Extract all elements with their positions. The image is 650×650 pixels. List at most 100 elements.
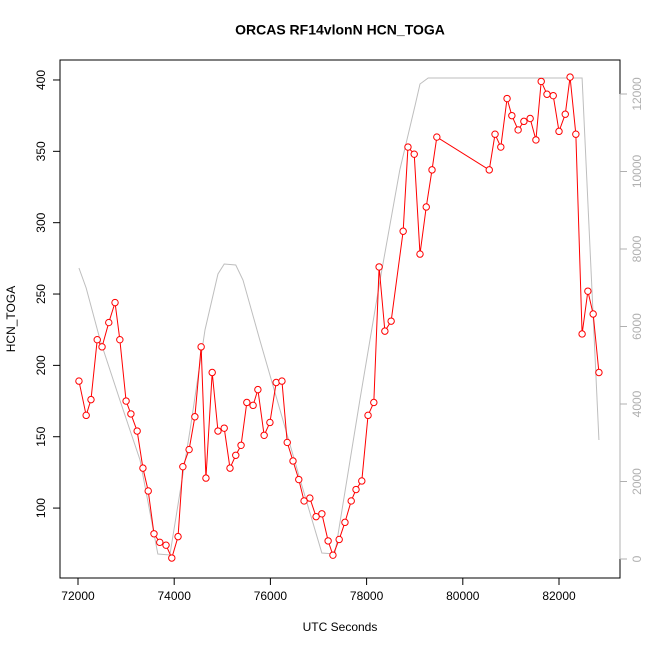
data-point bbox=[543, 90, 551, 98]
data-point bbox=[75, 377, 83, 385]
data-point bbox=[555, 127, 563, 136]
data-point bbox=[410, 150, 418, 158]
y-tick-label: 350 bbox=[34, 141, 48, 161]
data-point bbox=[260, 431, 268, 440]
data-point bbox=[197, 343, 205, 351]
y-axis-label: HCN_TOGA bbox=[4, 286, 18, 352]
x-tick-label: 78000 bbox=[350, 589, 384, 603]
data-line bbox=[78, 77, 600, 560]
data-point bbox=[116, 335, 124, 344]
data-point bbox=[295, 475, 303, 484]
data-point bbox=[520, 117, 528, 126]
data-point bbox=[185, 445, 193, 454]
data-point bbox=[150, 530, 158, 538]
data-point bbox=[202, 474, 210, 482]
data-point bbox=[416, 250, 424, 258]
x-tick-label: 72000 bbox=[61, 589, 95, 603]
data-point bbox=[306, 494, 314, 502]
y2-tick-label: 10000 bbox=[630, 154, 644, 188]
data-point bbox=[595, 368, 603, 377]
data-point bbox=[526, 114, 534, 123]
data-point bbox=[289, 457, 297, 465]
y-tick-label: 150 bbox=[34, 426, 48, 446]
data-point bbox=[144, 487, 152, 495]
data-point bbox=[278, 377, 286, 385]
data-point bbox=[561, 110, 569, 118]
data-point bbox=[514, 126, 522, 134]
data-point bbox=[549, 91, 557, 100]
data-point bbox=[87, 395, 95, 404]
data-point bbox=[370, 398, 378, 407]
x-tick-label: 76000 bbox=[254, 589, 288, 603]
data-point bbox=[220, 424, 228, 432]
data-point bbox=[508, 111, 516, 120]
data-point bbox=[191, 413, 199, 421]
data-point bbox=[179, 462, 187, 471]
y-tick-label: 300 bbox=[34, 212, 48, 232]
data-point bbox=[249, 401, 257, 410]
data-point bbox=[589, 310, 597, 318]
data-point bbox=[335, 535, 343, 544]
data-point bbox=[82, 411, 90, 420]
data-point bbox=[122, 397, 130, 405]
data-point bbox=[364, 411, 372, 420]
x-tick-label: 80000 bbox=[446, 589, 480, 603]
data-point bbox=[422, 203, 430, 211]
data-point bbox=[208, 368, 216, 377]
data-point bbox=[174, 532, 182, 541]
data-point bbox=[318, 510, 326, 518]
data-point bbox=[93, 335, 101, 344]
data-point bbox=[375, 263, 383, 271]
data-point bbox=[566, 73, 574, 81]
data-point bbox=[584, 287, 592, 295]
data-point bbox=[433, 133, 441, 141]
data-point bbox=[139, 464, 147, 472]
data-point bbox=[341, 518, 349, 527]
data-point bbox=[503, 94, 511, 103]
y-tick-label: 100 bbox=[34, 498, 48, 518]
y2-tick-label: 6000 bbox=[630, 313, 644, 340]
data-point bbox=[572, 130, 580, 138]
data-point bbox=[312, 512, 320, 521]
x-tick-label: 82000 bbox=[542, 589, 576, 603]
data-point bbox=[387, 317, 395, 325]
data-point bbox=[358, 477, 366, 485]
data-point bbox=[485, 166, 493, 174]
data-point bbox=[98, 343, 106, 351]
y2-tick-label: 8000 bbox=[630, 235, 644, 262]
data-point bbox=[168, 554, 176, 562]
data-point bbox=[156, 538, 164, 547]
data-point bbox=[428, 166, 436, 174]
data-point bbox=[497, 143, 505, 151]
data-point bbox=[214, 427, 222, 435]
data-point bbox=[381, 327, 389, 335]
data-point bbox=[162, 541, 170, 549]
data-point bbox=[324, 537, 332, 545]
data-point bbox=[399, 227, 407, 235]
data-point bbox=[578, 330, 586, 338]
x-axis-label: UTC Seconds bbox=[303, 620, 378, 634]
y-tick-label: 200 bbox=[34, 355, 48, 375]
data-point bbox=[237, 441, 245, 449]
y-tick-label: 400 bbox=[34, 70, 48, 90]
data-point bbox=[300, 497, 308, 505]
data-point bbox=[232, 451, 240, 459]
x-tick-label: 74000 bbox=[158, 589, 192, 603]
chart-title: ORCAS RF14vlonN HCN_TOGA bbox=[235, 22, 445, 38]
data-point bbox=[347, 497, 355, 505]
data-point bbox=[127, 410, 135, 418]
data-point bbox=[226, 464, 234, 472]
y-tick-label: 250 bbox=[34, 284, 48, 304]
y2-tick-label: 0 bbox=[630, 555, 644, 562]
data-point bbox=[491, 130, 499, 138]
y2-tick-label: 2000 bbox=[630, 468, 644, 495]
data-point bbox=[352, 485, 360, 494]
data-point bbox=[404, 143, 412, 151]
data-point bbox=[243, 398, 251, 407]
data-point bbox=[105, 318, 113, 327]
data-point bbox=[537, 77, 545, 86]
data-point bbox=[283, 438, 291, 447]
data-point bbox=[254, 385, 262, 394]
data-point bbox=[266, 418, 274, 427]
